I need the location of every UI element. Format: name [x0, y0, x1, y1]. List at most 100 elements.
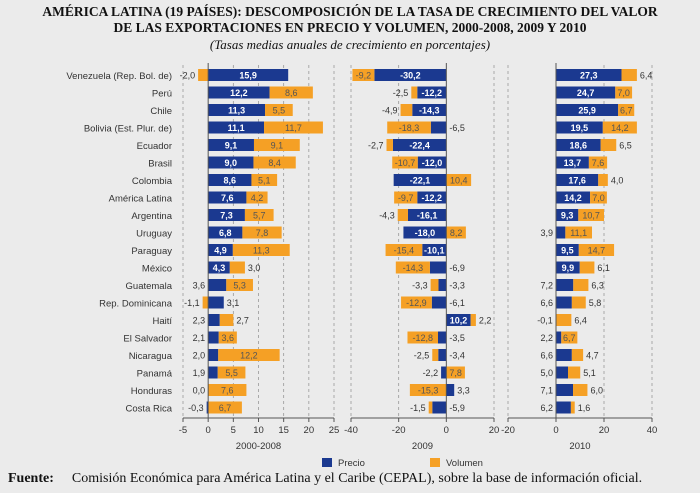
bar-precio [393, 174, 447, 186]
bar-volumen [394, 191, 418, 204]
bar-volumen [578, 244, 615, 256]
data-label-precio: 7,2 [540, 281, 553, 291]
legend-label-volumen: Volumen [446, 458, 483, 469]
bar-volumen [409, 384, 447, 396]
bar-precio [556, 261, 580, 274]
data-label-volumen: 1,6 [578, 403, 591, 413]
data-label-precio: 9,9 [562, 263, 575, 273]
chart-title-line1: AMÉRICA LATINA (19 PAÍSES): DESCOMPOSICI… [42, 4, 658, 19]
bar-volumen [556, 314, 572, 326]
bar-precio [417, 156, 447, 169]
legend-swatch-volumen [430, 458, 440, 467]
bar-volumen [387, 121, 431, 134]
bar-volumen [386, 139, 393, 151]
bar-precio [208, 209, 245, 221]
data-label-precio: -30,2 [400, 71, 421, 81]
bar-volumen [395, 261, 430, 274]
data-label-volumen: 6,7 [620, 106, 633, 116]
bar-volumen [446, 174, 472, 186]
tick-label: 0 [206, 425, 211, 436]
bar-volumen [253, 139, 300, 151]
bar-precio [556, 121, 603, 134]
data-label-volumen: 3,6 [222, 333, 235, 343]
category-label: Costa Rica [126, 404, 173, 415]
data-label-precio: 0,0 [193, 386, 206, 396]
bar-volumen [352, 69, 375, 81]
bar-volumen [430, 279, 439, 291]
bar-precio [556, 86, 616, 99]
data-label-precio: -10,1 [424, 246, 445, 256]
data-label-precio: 9,0 [225, 158, 238, 168]
data-label-precio: 18,6 [570, 141, 588, 151]
data-label-volumen: -3,3 [412, 281, 428, 291]
bar-precio [431, 296, 447, 309]
data-label-precio: 10,2 [450, 316, 468, 326]
bar-volumen [208, 401, 242, 414]
bar-precio [407, 209, 447, 221]
bar-volumen [579, 261, 595, 274]
bar-precio [446, 314, 471, 326]
bar-precio [208, 139, 254, 151]
bar-volumen [570, 401, 575, 414]
category-label: Haití [152, 316, 172, 327]
bar-volumen [470, 314, 476, 326]
bar-volumen [615, 86, 633, 99]
bar-precio [208, 226, 243, 239]
category-label: Uruguay [136, 229, 172, 240]
data-label-volumen: 5,3 [233, 281, 246, 291]
category-label: Nicaragua [129, 351, 173, 362]
bar-precio [417, 86, 447, 99]
data-label-precio: 9,3 [561, 211, 574, 221]
bar-precio [556, 139, 601, 151]
data-label-volumen: -2,5 [393, 88, 409, 98]
panel-label: 2010 [569, 441, 590, 452]
data-label-precio: -0,1 [537, 316, 553, 326]
bar-precio [208, 121, 265, 134]
tick-label: 5 [231, 425, 236, 436]
data-label-volumen: -1,1 [184, 298, 200, 308]
category-label: Chile [150, 106, 172, 117]
bar-volumen [397, 209, 408, 221]
bar-volumen [251, 174, 278, 186]
bar-precio [437, 331, 447, 344]
data-label-volumen: 10,7 [582, 211, 600, 221]
data-label-precio: -12,2 [422, 88, 443, 98]
legend-swatch-precio [322, 458, 332, 467]
bar-precio [556, 69, 622, 81]
tick-label: -40 [344, 425, 358, 436]
bar-volumen [578, 209, 604, 221]
category-label: Venezuela (Rep. Bol. de) [66, 71, 172, 82]
bar-precio [208, 244, 233, 256]
bar-precio [429, 261, 447, 274]
data-label-precio: 2,2 [540, 333, 553, 343]
tick-label: 20 [599, 425, 610, 436]
bar-volumen [571, 349, 584, 361]
bar-precio [208, 86, 270, 99]
data-label-volumen: 4,0 [611, 176, 624, 186]
bar-volumen [392, 156, 418, 169]
category-label: Argentina [131, 211, 172, 222]
tick-label: 0 [553, 425, 558, 436]
bar-precio [208, 156, 254, 169]
bar-precio [392, 139, 447, 151]
bar-volumen [590, 191, 607, 204]
bar-precio [208, 104, 266, 116]
data-label-volumen: 14,7 [588, 246, 606, 256]
data-label-precio: -3,3 [449, 281, 465, 291]
data-label-volumen: 7,6 [221, 386, 234, 396]
data-label-volumen: 6,3 [591, 281, 604, 291]
data-label-volumen: -4,9 [382, 106, 398, 116]
data-label-precio: -12,0 [422, 158, 443, 168]
bar-volumen [401, 296, 432, 309]
category-label: América Latina [109, 194, 173, 205]
category-label: Perú [152, 89, 172, 100]
data-label-precio: 3,6 [193, 281, 206, 291]
bar-precio [208, 69, 289, 81]
bar-volumen [428, 401, 433, 414]
panel-label: 2000-2008 [236, 441, 281, 452]
data-label-volumen: -12,8 [412, 333, 433, 343]
bar-volumen [573, 384, 588, 396]
data-label-volumen: 14,2 [611, 123, 629, 133]
category-label: Brasil [148, 159, 172, 170]
